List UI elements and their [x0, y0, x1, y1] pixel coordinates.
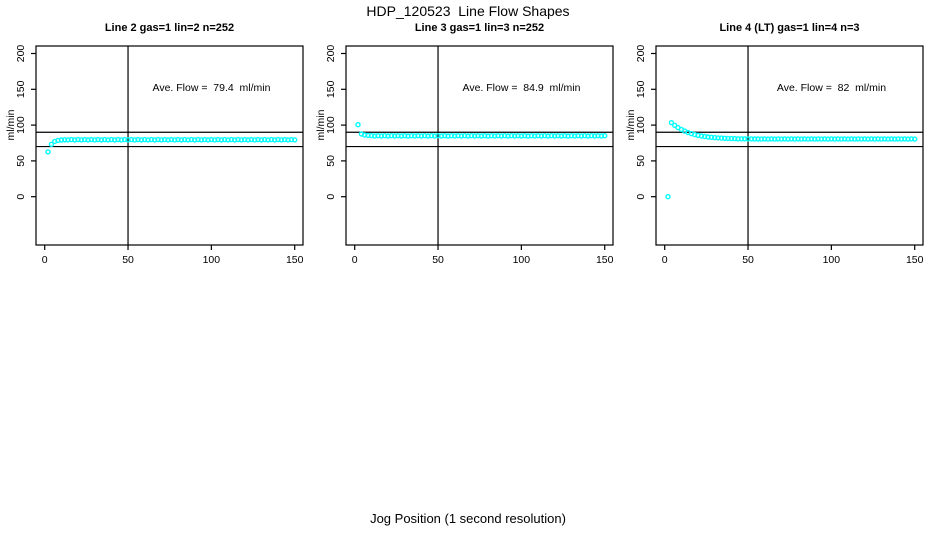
panel-title: Line 3 gas=1 lin=3 n=252: [414, 22, 545, 34]
x-tick-label: 150: [286, 254, 304, 266]
panel-line-3: Line 3 gas=1 lin=3 n=252 ml/min Ave. Flo…: [313, 20, 623, 270]
y-tick-label: 150: [15, 80, 27, 98]
data-point: [728, 135, 735, 142]
data-point: [292, 137, 298, 143]
y-tick-label: 50: [325, 155, 337, 167]
x-tick-label: 100: [513, 254, 531, 266]
y-tick-label: 100: [15, 116, 27, 134]
data-point: [355, 121, 361, 128]
y-tick-label: 200: [15, 45, 27, 63]
x-tick-label: 100: [203, 254, 221, 266]
panels-row: Line 2 gas=1 lin=2 n=252 ml/min Ave. Flo…: [3, 20, 933, 270]
data-point: [45, 149, 51, 155]
y-tick-label: 0: [15, 194, 27, 200]
x-tick-label: 100: [823, 254, 841, 266]
y-tick-label: 150: [325, 80, 337, 98]
figure-title: HDP_120523 Line Flow Shapes: [366, 3, 570, 19]
panel-line-4: Line 4 (LT) gas=1 lin=4 n=3 ml/min Ave. …: [623, 20, 933, 270]
y-tick-label: 0: [325, 194, 337, 200]
data-point: [668, 119, 675, 126]
ave-flow-annotation: Ave. Flow = 84.9 ml/min: [462, 82, 581, 94]
panel-title: Line 4 (LT) gas=1 lin=4 n=3: [719, 22, 860, 34]
y-tick-label: 100: [325, 116, 337, 134]
data-point: [665, 193, 671, 200]
plot-box: [345, 45, 614, 246]
y-tick-label: 100: [635, 116, 647, 134]
ave-flow-annotation: Ave. Flow = 79.4 ml/min: [152, 82, 271, 94]
x-tick-label: 50: [432, 254, 444, 266]
data-point: [738, 136, 745, 142]
plot-box: [35, 45, 304, 246]
panel-line-2: Line 2 gas=1 lin=2 n=252 ml/min Ave. Flo…: [3, 20, 313, 270]
x-tick-label: 150: [906, 254, 924, 266]
data-point: [751, 136, 758, 142]
plot-canvas: 0 50 100 150 200 0 50 100 150: [325, 45, 614, 266]
x-tick-label: 50: [742, 254, 754, 266]
plot-canvas: 0 50 100 150 200 0 50 100 150: [15, 45, 304, 266]
x-tick-label: 0: [662, 254, 668, 266]
x-tick-label: 50: [122, 254, 134, 266]
ave-flow-annotation: Ave. Flow = 82 ml/min: [776, 82, 887, 94]
y-tick-label: 200: [635, 45, 647, 63]
data-point: [912, 136, 918, 142]
x-axis-label: Jog Position (1 second resolution): [370, 511, 566, 526]
plot-canvas: 0 50 100 150 200 0 50 100 150: [635, 45, 924, 266]
y-tick-label: 0: [635, 194, 647, 200]
y-tick-label: 50: [15, 155, 27, 167]
y-tick-label: 50: [635, 155, 647, 167]
plot-box: [655, 45, 924, 246]
x-tick-label: 150: [596, 254, 614, 266]
panel-title: Line 2 gas=1 lin=2 n=252: [104, 22, 235, 34]
x-tick-label: 0: [352, 254, 358, 266]
y-tick-label: 150: [635, 80, 647, 98]
data-point: [48, 141, 55, 148]
y-tick-label: 200: [325, 45, 337, 63]
data-point: [602, 132, 608, 139]
x-tick-label: 0: [42, 254, 48, 266]
